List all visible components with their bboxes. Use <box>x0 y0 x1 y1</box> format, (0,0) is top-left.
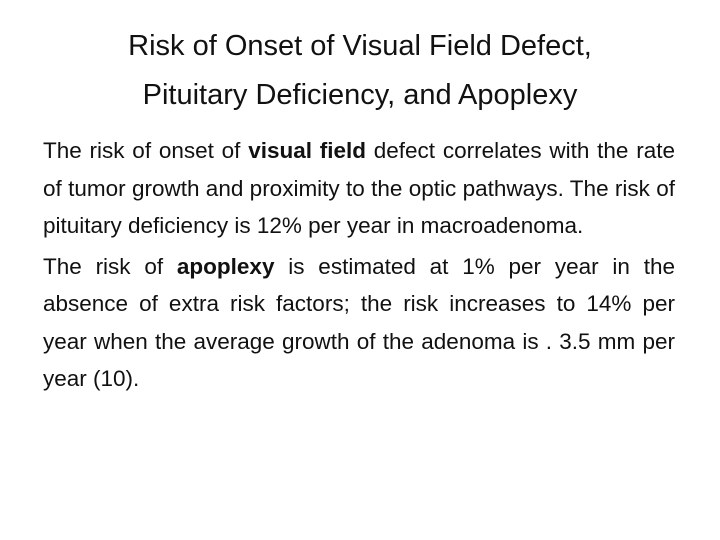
slide-body: The risk of onset of visual field defect… <box>43 132 675 398</box>
slide-title: Risk of Onset of Visual Field Defect, Pi… <box>30 22 690 120</box>
text-run: The risk of <box>43 253 177 279</box>
bold-text: visual field <box>248 138 366 163</box>
text-run: The risk of onset of <box>43 138 249 163</box>
bold-text: apoplexy <box>176 253 275 279</box>
text-run: defect correlates with the rate of tumor… <box>43 138 675 238</box>
paragraph: The risk of onset of visual field defect… <box>43 132 675 245</box>
title-line: Risk of Onset of Visual Field Defect, <box>128 30 592 62</box>
title-line: Pituitary Deficiency, and Apoplexy <box>142 79 578 111</box>
paragraph: The risk of apoplexy is estimated at 1% … <box>43 248 675 398</box>
text-run: is estimated at 1% per year in the absen… <box>43 253 676 392</box>
